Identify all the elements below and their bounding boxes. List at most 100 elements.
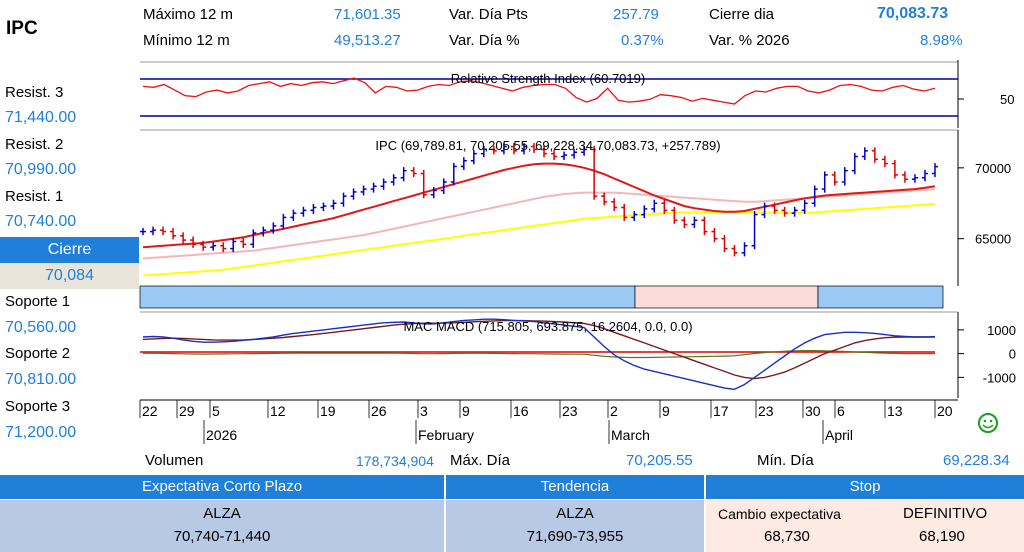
price-bar (400, 167, 407, 182)
price-bar (150, 226, 157, 236)
price-bar (891, 160, 898, 179)
month-label: 2026 (206, 427, 237, 443)
macd-tick-label: -1000 (983, 370, 1016, 385)
cierre-label: Cierre (0, 237, 139, 263)
smiley-icon (978, 413, 998, 433)
price-bar (410, 167, 417, 178)
price-bar (691, 216, 698, 229)
price-bar (510, 143, 517, 155)
price-bar (581, 145, 588, 156)
price-bar (140, 228, 146, 236)
price-bar (781, 206, 788, 217)
price-bar (480, 145, 487, 158)
price-bar (350, 188, 357, 200)
price-bar (240, 237, 247, 248)
price-bar (490, 145, 497, 155)
price-bar (721, 235, 728, 253)
price-bar (591, 145, 598, 200)
x-tick-label: 13 (887, 403, 903, 419)
price-bar (741, 242, 748, 257)
volume-value: 178,734,904 (356, 453, 434, 469)
minday-label: Mín. Día (757, 452, 814, 469)
macd-title: MAC MACD (715.805, 693.875, 16.2604, 0.0… (403, 319, 692, 334)
price-bar (210, 242, 217, 251)
price-bar (360, 185, 367, 196)
price-bar (881, 155, 888, 168)
close-value: 70,083.73 (877, 5, 949, 22)
max12-label: Máximo 12 m (143, 6, 234, 23)
price-title: IPC (69,789.81, 70,205.55, 69,228.34,70,… (375, 138, 720, 153)
price-bar (250, 229, 257, 248)
price-bar (791, 206, 798, 217)
price-bar (541, 145, 548, 158)
price-bar (661, 199, 668, 214)
x-tick-label: 23 (758, 403, 774, 419)
price-bar (430, 186, 437, 199)
price-bar (170, 228, 177, 240)
price-bar (611, 198, 618, 212)
s1-label: Soporte 1 (5, 293, 71, 310)
stop-header: Stop (706, 475, 1024, 499)
price-bar (561, 151, 568, 161)
ma-red-line (142, 162, 936, 249)
price-bar (751, 211, 758, 250)
price-bar (220, 242, 227, 253)
price-bar (450, 162, 457, 186)
macd-line (142, 318, 936, 391)
expectativa-range: 70,740-71,440 (173, 528, 271, 545)
price-bar (320, 202, 327, 212)
price-bar (571, 148, 578, 159)
price-bar (932, 163, 938, 178)
x-tick-label: 12 (270, 403, 286, 419)
r3-value: 71,440.00 (5, 109, 77, 126)
tendencia-direction: ALZA (556, 505, 594, 522)
month-label: March (611, 427, 650, 443)
x-tick-label: 19 (320, 403, 336, 419)
ytd-value: 8.98% (920, 32, 963, 49)
varpct-value: 0.37% (621, 32, 664, 49)
stop-a-label: Cambio expectativa (718, 506, 841, 522)
price-bar (921, 169, 928, 182)
stop-b-label: DEFINITIVO (903, 505, 988, 522)
rsi-panel: Relative Strength Index (60.7019) 50 (140, 60, 1014, 128)
close-label: Cierre dia (709, 6, 775, 23)
stop-b-value: 68,190 (919, 528, 965, 545)
price-bar (190, 236, 197, 248)
trend-up-band-2 (817, 285, 944, 309)
tendencia-header: Tendencia (446, 475, 704, 499)
price-bar (831, 171, 838, 186)
x-tick-label: 29 (179, 403, 195, 419)
price-bar (841, 167, 848, 186)
price-bar (230, 237, 237, 253)
rsi-tick-50: 50 (1000, 92, 1014, 107)
max12-value: 71,601.35 (334, 6, 401, 23)
expectativa-header: Expectativa Corto Plazo (0, 475, 444, 499)
price-bar (180, 232, 187, 244)
price-bar (460, 157, 467, 170)
volume-label: Volumen (145, 452, 204, 469)
price-bar (551, 150, 558, 161)
ma-pink-line (142, 188, 936, 260)
r2-label: Resist. 2 (5, 136, 64, 153)
x-tick-label: 22 (142, 403, 158, 419)
price-bar (420, 169, 427, 199)
x-tick-label: 26 (371, 403, 387, 419)
x-tick-label: 16 (513, 403, 529, 419)
x-tick-label: 3 (420, 403, 428, 419)
stop-cell: Cambio expectativa 68,730 DEFINITIVO 68,… (706, 500, 1024, 552)
price-bar (811, 185, 818, 207)
price-bar (601, 192, 608, 206)
macd-tick-label: 0 (1009, 347, 1016, 362)
price-bar (821, 171, 828, 193)
x-tick-label: 20 (937, 403, 953, 419)
price-bar (370, 182, 377, 193)
price-bar (851, 152, 858, 175)
price-bar (671, 206, 678, 224)
price-bar (390, 174, 397, 186)
price-bar (440, 178, 447, 195)
x-tick-label: 2 (610, 403, 618, 419)
price-bar (631, 211, 638, 221)
price-bar (310, 203, 317, 214)
